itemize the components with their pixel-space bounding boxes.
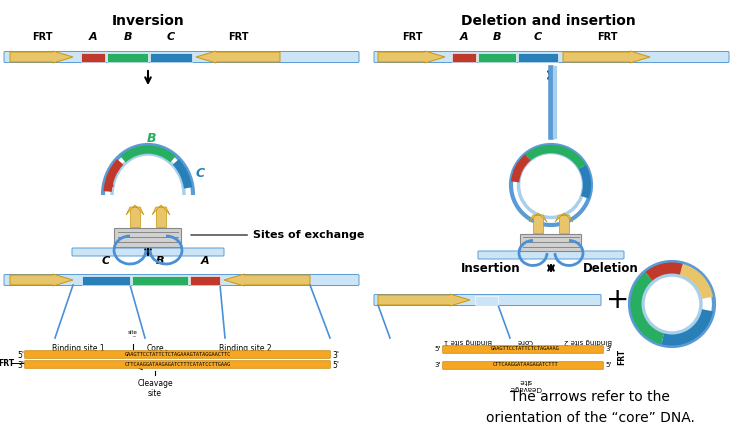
Text: CTTCAAGGATAAGAGATCTTT: CTTCAAGGATAAGAGATCTTT xyxy=(492,363,558,368)
Polygon shape xyxy=(10,51,73,63)
FancyBboxPatch shape xyxy=(374,52,729,62)
Text: A: A xyxy=(106,177,115,190)
Polygon shape xyxy=(126,205,144,215)
FancyBboxPatch shape xyxy=(25,361,331,368)
Text: 5': 5' xyxy=(332,360,339,369)
Bar xyxy=(559,215,569,233)
FancyBboxPatch shape xyxy=(25,351,331,358)
Text: Sites of exchange: Sites of exchange xyxy=(191,230,364,240)
Text: CTTCAAGGATAAGAGATCTTTCATATCCTTGAAG: CTTCAAGGATAAGAGATCTTTCATATCCTTGAAG xyxy=(125,363,231,368)
Text: A: A xyxy=(89,32,97,42)
Bar xyxy=(475,295,498,304)
Polygon shape xyxy=(529,213,547,222)
Text: +: + xyxy=(606,286,630,314)
Polygon shape xyxy=(196,51,280,63)
FancyBboxPatch shape xyxy=(4,275,359,286)
Text: C: C xyxy=(102,256,110,266)
Bar xyxy=(156,207,166,227)
Text: Binding site 1: Binding site 1 xyxy=(52,344,104,353)
Polygon shape xyxy=(563,51,650,63)
Text: Binding site 2: Binding site 2 xyxy=(218,344,271,353)
FancyBboxPatch shape xyxy=(72,248,224,256)
Bar xyxy=(132,275,188,284)
Bar xyxy=(452,53,476,61)
Text: 5': 5' xyxy=(17,351,24,360)
Text: Core: Core xyxy=(146,344,163,353)
Text: 3': 3' xyxy=(605,346,611,352)
Polygon shape xyxy=(224,274,310,286)
Text: FRT: FRT xyxy=(402,32,422,42)
Text: 3': 3' xyxy=(435,362,441,368)
Bar xyxy=(190,275,220,284)
Text: Binding site 1: Binding site 1 xyxy=(444,338,492,344)
Polygon shape xyxy=(152,205,170,215)
Bar xyxy=(150,53,192,61)
Text: Cleavage
site: Cleavage site xyxy=(137,379,173,398)
FancyBboxPatch shape xyxy=(114,228,182,247)
Text: FRT: FRT xyxy=(617,349,627,365)
FancyBboxPatch shape xyxy=(4,52,359,62)
Text: Deletion: Deletion xyxy=(583,262,638,275)
Bar xyxy=(478,53,516,61)
Text: 3': 3' xyxy=(17,360,24,369)
Text: C: C xyxy=(167,32,175,42)
Text: Insertion: Insertion xyxy=(461,262,521,275)
Text: A: A xyxy=(201,256,210,266)
Bar xyxy=(533,215,543,233)
Text: 5': 5' xyxy=(605,362,611,368)
FancyBboxPatch shape xyxy=(520,235,581,251)
Text: FRT: FRT xyxy=(597,32,617,42)
Polygon shape xyxy=(555,213,573,222)
Bar xyxy=(107,53,148,61)
Bar xyxy=(81,53,105,61)
Text: FRT: FRT xyxy=(228,32,248,42)
Text: 5': 5' xyxy=(435,346,441,352)
Text: The arrows refer to the
orientation of the “core” DNA.: The arrows refer to the orientation of t… xyxy=(485,390,694,425)
Text: B: B xyxy=(155,256,164,266)
Bar xyxy=(82,275,130,284)
Text: B: B xyxy=(493,32,501,42)
Text: Cleavage
site: Cleavage site xyxy=(509,378,541,391)
Text: Binding site 2: Binding site 2 xyxy=(564,338,612,344)
Text: B: B xyxy=(147,132,155,145)
FancyBboxPatch shape xyxy=(374,295,601,306)
Bar xyxy=(130,207,140,227)
Polygon shape xyxy=(378,51,445,63)
FancyBboxPatch shape xyxy=(478,251,624,259)
Text: Core: Core xyxy=(517,338,533,344)
FancyBboxPatch shape xyxy=(443,346,603,353)
Text: FRT: FRT xyxy=(32,32,52,42)
Text: Deletion and insertion: Deletion and insertion xyxy=(460,14,636,28)
Text: C: C xyxy=(196,167,205,180)
Text: 3': 3' xyxy=(332,351,339,360)
Bar xyxy=(518,53,558,61)
FancyBboxPatch shape xyxy=(443,362,603,369)
Text: site
‾: site ‾ xyxy=(128,330,138,341)
Text: A: A xyxy=(460,32,468,42)
Polygon shape xyxy=(378,294,470,306)
Text: GAAGTTCCTATTCTCTAGAAAGTATAGGAACTTC: GAAGTTCCTATTCTCTAGAAAGTATAGGAACTTC xyxy=(125,352,231,357)
Text: B: B xyxy=(124,32,132,42)
Text: FRT: FRT xyxy=(0,359,14,368)
Text: GAAGTTCCTATTCTCTAGAAAG: GAAGTTCCTATTCTCTAGAAAG xyxy=(490,347,559,352)
Text: C: C xyxy=(534,32,542,42)
Text: Inversion: Inversion xyxy=(111,14,185,28)
Polygon shape xyxy=(10,274,73,286)
